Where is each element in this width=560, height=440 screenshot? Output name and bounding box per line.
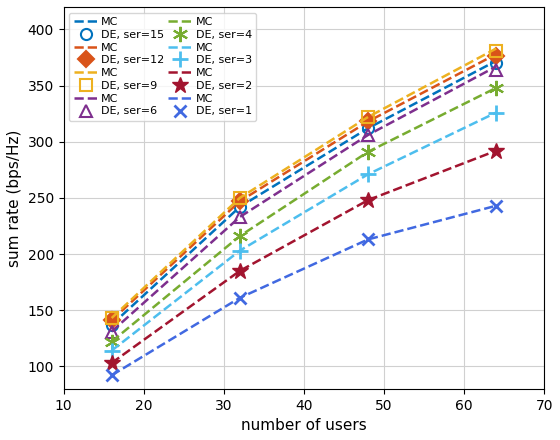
X-axis label: number of users: number of users: [241, 418, 367, 433]
Legend: MC, DE, ser=15, MC, DE, ser=12, MC, DE, ser=9, MC, DE, ser=6, MC, DE, ser=4, MC,: MC, DE, ser=15, MC, DE, ser=12, MC, DE, …: [69, 12, 256, 121]
Y-axis label: sum rate (bps/Hz): sum rate (bps/Hz): [7, 129, 22, 267]
